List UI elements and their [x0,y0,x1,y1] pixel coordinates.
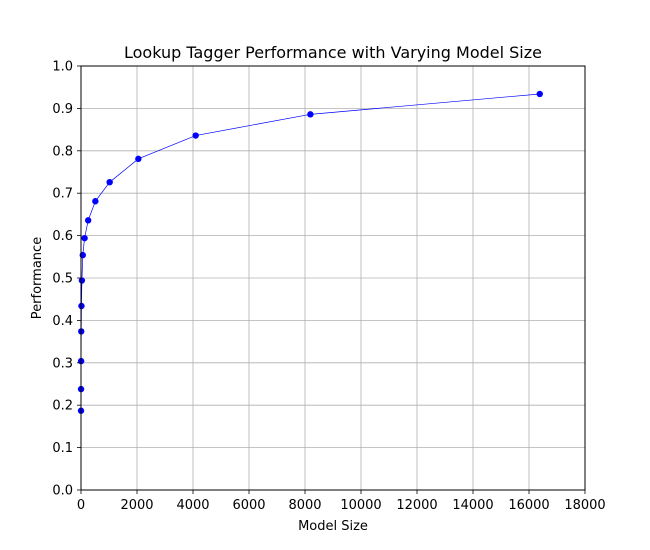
x-tick-label: 12000 [396,498,437,513]
x-tick-label: 10000 [340,498,381,513]
x-tick-label: 16000 [508,498,549,513]
y-tick-label: 0.9 [52,102,73,117]
x-tick-label: 4000 [176,498,209,513]
x-tick-label: 2000 [120,498,153,513]
y-tick-label: 1.0 [52,60,73,75]
y-tick-label: 0.4 [52,314,73,329]
data-point [81,234,88,242]
data-point [84,217,92,224]
data-point [192,132,199,139]
x-tick-label: 14000 [452,498,493,513]
y-tick-label: 0.8 [52,144,73,159]
data-point [106,178,113,186]
data-point [78,277,86,284]
x-tick-label: 18000 [564,498,605,513]
data-point [135,155,142,163]
y-tick-label: 0.0 [52,484,73,499]
chart-title: Lookup Tagger Performance with Varying M… [124,43,542,62]
y-tick-label: 0.5 [52,272,73,287]
y-tick-label: 0.7 [52,187,73,202]
y-axis-label: Performance [30,237,45,319]
ticks-layer: 0 2000 4000 6000 8000 10000 12000 14000 16000 180… [52,60,605,514]
x-tick-label: 8000 [288,498,321,513]
data-point [536,90,543,98]
x-tick-label: 6000 [232,498,265,513]
x-tick-label: 0 [77,498,85,513]
y-tick-label: 0.2 [52,399,73,414]
y-tick-label: 0.6 [52,229,73,244]
y-tick-label: 0.3 [52,356,73,371]
x-axis-label: Model Size [298,519,368,534]
data-point [92,198,99,205]
data-point [307,111,314,118]
y-tick-label: 0.1 [52,441,73,456]
